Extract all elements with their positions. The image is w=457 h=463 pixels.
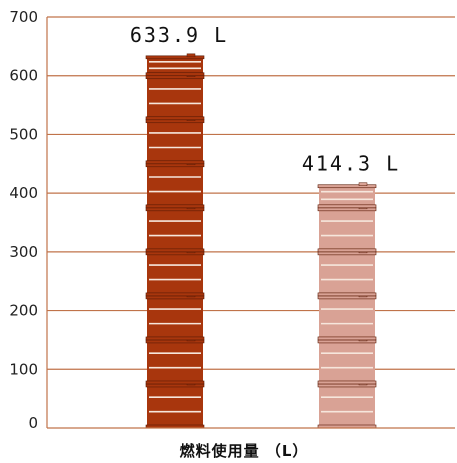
y-tick-label: 400 <box>9 184 38 202</box>
gridlines <box>47 16 455 370</box>
y-axis-ticks: 0 100 200 300 400 500 600 700 <box>9 8 38 432</box>
value-label: 414.3 L <box>302 152 400 176</box>
y-tick-label: 500 <box>9 125 38 143</box>
y-tick-label: 0 <box>28 414 38 432</box>
x-axis-title: 燃料使用量 （L） <box>180 442 309 460</box>
y-tick-label: 300 <box>9 243 38 261</box>
y-tick-label: 600 <box>9 67 38 85</box>
y-tick-label: 700 <box>9 8 38 26</box>
value-labels: 633.9 L 414.3 L <box>130 23 400 176</box>
value-label: 633.9 L <box>130 23 228 47</box>
bar <box>317 182 377 429</box>
bar <box>145 53 205 429</box>
y-tick-label: 200 <box>9 302 38 320</box>
y-tick-label: 100 <box>9 360 38 378</box>
bars <box>145 53 377 429</box>
